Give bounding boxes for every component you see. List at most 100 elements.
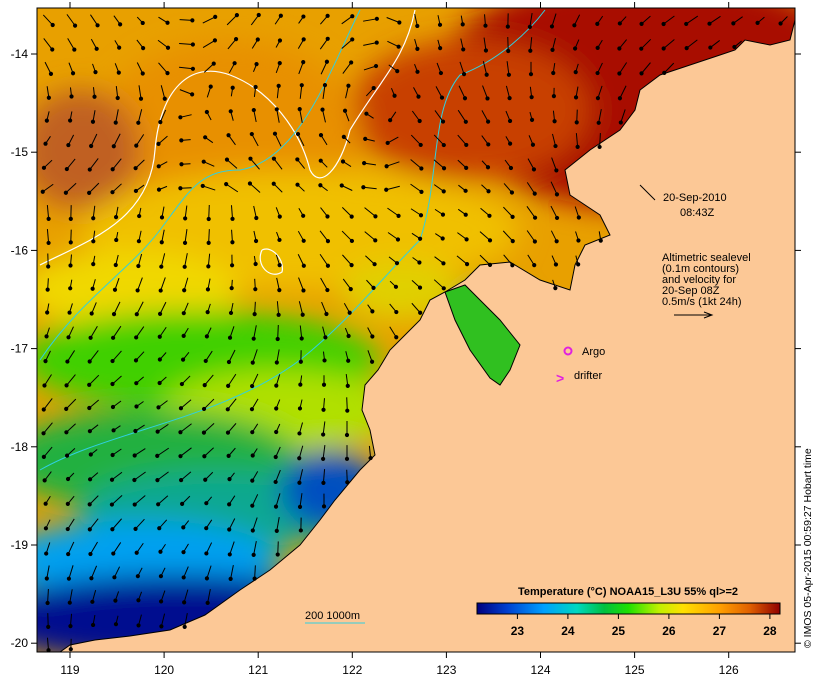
velocity-arrow-head [43,359,48,364]
map-frame [36,7,796,653]
velocity-arrow [136,301,144,315]
velocity-arrow-head [113,598,118,603]
velocity-arrow-head [368,455,373,461]
velocity-arrow [157,495,169,505]
velocity-arrow [433,134,445,146]
velocity-arrow-head [179,381,185,387]
velocity-arrow-head [256,12,261,18]
velocity-arrow [253,541,257,555]
velocity-arrow-head [156,164,161,169]
velocity-arrow [89,158,99,170]
velocity-arrow-head [68,647,73,652]
velocity-arrow-head [253,238,259,244]
velocity-arrow-head [417,118,422,124]
velocity-arrow-head [202,382,207,388]
velocity-arrow-head [372,262,377,267]
velocity-arrow-head [113,215,119,220]
velocity-arrow-head [508,165,514,171]
velocity-arrow-head [277,263,282,268]
velocity-arrow-head [92,94,97,99]
velocity-arrow-head [464,262,470,267]
velocity-arrow [526,230,536,242]
velocity-arrow-head [554,239,559,244]
velocity-arrow-head [232,61,237,66]
velocity-arrow-head [732,44,737,50]
velocity-arrow-head [254,215,259,221]
velocity-arrow-head [46,648,51,652]
velocity-arrow-head [463,212,468,217]
velocity-arrow-head [321,432,326,437]
velocity-arrow [227,38,237,50]
velocity-arrow-head [617,21,622,26]
velocity-arrow [685,15,699,25]
velocity-arrow [66,158,76,170]
velocity-arrow-head [182,600,187,605]
velocity-arrow-head [576,262,581,267]
velocity-arrow-head [271,181,276,186]
velocity-arrow [160,613,166,627]
velocity-arrow-head [133,526,138,531]
velocity-arrow-head [64,166,69,172]
velocity-arrow-head [385,140,390,146]
velocity-arrow-head [321,480,326,485]
velocity-arrow [299,109,303,123]
velocity-arrow [46,205,50,219]
velocity-arrow-head [318,133,324,138]
velocity-arrow [203,63,215,73]
velocity-arrow [159,301,167,315]
velocity-arrow [410,183,422,193]
velocity-arrow-head [506,48,511,54]
velocity-arrow [322,445,326,459]
velocity-arrow-head [87,429,92,434]
velocity-arrow-head [136,239,141,244]
velocity-arrow [483,37,487,51]
velocity-arrow-head [90,599,95,604]
velocity-arrow-head [486,142,491,147]
velocity-arrow-head [322,83,328,88]
velocity-arrow [137,109,143,123]
velocity-arrow-head [165,20,170,25]
velocity-arrow-head [373,63,379,69]
velocity-arrow-head [394,261,400,266]
velocity-arrow [90,14,98,26]
velocity-arrow [640,38,652,50]
velocity-arrow-head [441,142,446,148]
velocity-arrow-head [42,478,47,483]
velocity-arrow [112,325,122,339]
velocity-arrow [551,157,557,171]
velocity-arrow-head [487,213,492,218]
velocity-arrow-head [159,215,165,220]
velocity-arrow [112,158,122,170]
velocity-arrow-head [111,551,116,556]
velocity-arrow [346,397,348,411]
velocity-arrow [207,253,211,267]
velocity-arrow [276,109,280,123]
velocity-arrow-head [707,21,712,26]
velocity-arrow-head [554,215,560,221]
velocity-arrow-head [370,309,375,314]
velocity-arrow-head [136,263,141,269]
velocity-arrow-head [437,22,443,27]
velocity-arrow [319,38,329,50]
velocity-arrow [550,181,558,195]
velocity-arrow-head [276,83,281,88]
velocity-arrow-head [275,552,280,557]
velocity-arrow-head [349,238,355,244]
velocity-arrow-head [509,190,515,195]
velocity-arrow-head [532,215,538,220]
velocity-arrow-head [206,240,211,245]
velocity-arrow [273,158,283,170]
velocity-arrow [66,374,76,386]
velocity-arrow-head [182,624,187,629]
velocity-arrow-head [255,37,260,42]
velocity-arrow-head [227,527,232,532]
velocity-arrow-head [374,16,379,21]
velocity-arrow-head [440,236,445,241]
velocity-arrow-head [110,190,115,195]
velocity-arrow-head [205,600,210,605]
velocity-arrow-head [203,358,208,364]
velocity-arrow-head [574,120,579,125]
velocity-arrow [459,61,465,75]
velocity-arrow [322,421,326,435]
